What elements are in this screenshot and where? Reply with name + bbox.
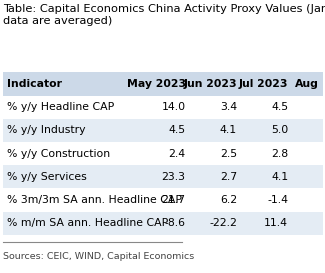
Text: 2.7: 2.7	[220, 172, 237, 182]
Text: 3.4: 3.4	[220, 102, 237, 112]
Text: % 3m/3m SA ann. Headline CAP: % 3m/3m SA ann. Headline CAP	[7, 195, 182, 205]
Text: 21.7: 21.7	[162, 195, 186, 205]
Text: May 2023: May 2023	[126, 79, 186, 89]
Text: % y/y Industry: % y/y Industry	[7, 125, 86, 135]
Text: -1.4: -1.4	[267, 195, 288, 205]
Text: Table: Capital Economics China Activity Proxy Values (Jan. & Feb.
data are avera: Table: Capital Economics China Activity …	[3, 4, 325, 26]
Text: 14.0: 14.0	[162, 102, 186, 112]
Text: 2.4: 2.4	[169, 149, 186, 159]
Text: 2.5: 2.5	[220, 149, 237, 159]
Text: -22.2: -22.2	[209, 218, 237, 228]
Text: 4.5: 4.5	[169, 125, 186, 135]
Text: 5.0: 5.0	[271, 125, 288, 135]
Text: 4.1: 4.1	[271, 172, 288, 182]
Text: 2.8: 2.8	[271, 149, 288, 159]
Text: Jun 2023: Jun 2023	[183, 79, 237, 89]
Text: % y/y Construction: % y/y Construction	[7, 149, 110, 159]
Text: 11.4: 11.4	[264, 218, 288, 228]
Text: 23.3: 23.3	[162, 172, 186, 182]
Text: Jul 2023: Jul 2023	[239, 79, 288, 89]
Text: % y/y Headline CAP: % y/y Headline CAP	[7, 102, 114, 112]
Text: Aug: Aug	[295, 79, 319, 89]
Text: % m/m SA ann. Headline CAP: % m/m SA ann. Headline CAP	[7, 218, 168, 228]
Text: 4.1: 4.1	[220, 125, 237, 135]
Text: Indicator: Indicator	[7, 79, 62, 89]
Text: -8.6: -8.6	[165, 218, 186, 228]
Text: 4.5: 4.5	[271, 102, 288, 112]
Text: % y/y Services: % y/y Services	[7, 172, 87, 182]
Text: Sources: CEIC, WIND, Capital Economics: Sources: CEIC, WIND, Capital Economics	[3, 252, 194, 261]
Text: 6.2: 6.2	[220, 195, 237, 205]
